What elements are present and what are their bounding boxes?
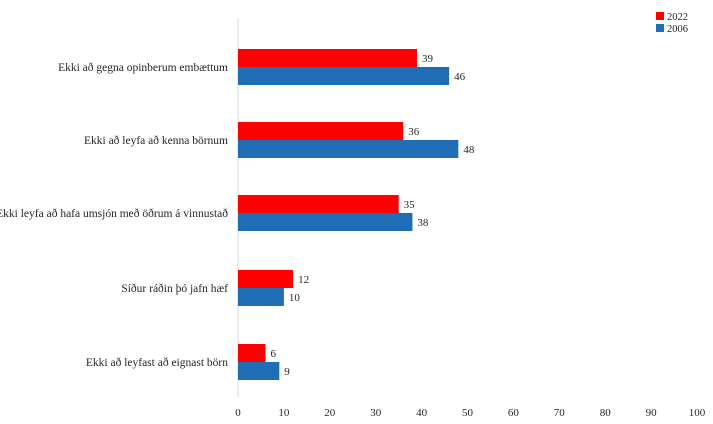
bar-2022-3 [238, 195, 399, 213]
category-label: Síður ráðin þó jafn hæf [121, 282, 228, 295]
bar-2006-4 [238, 288, 284, 306]
category-label: Ekki að leyfa að kenna börnum [84, 134, 228, 147]
x-tick-label: 0 [235, 407, 241, 419]
category-label: Ekki að leyfast að eignast börn [86, 356, 228, 369]
category-label: Ekki að gegna opinberum embættum [58, 61, 228, 74]
bar-2006-3 [238, 213, 413, 231]
x-tick-label: 40 [416, 407, 428, 419]
data-label: 36 [408, 126, 420, 138]
data-label: 35 [404, 199, 416, 211]
bar-2006-2 [238, 140, 459, 158]
x-tick-label: 60 [508, 407, 520, 419]
legend-label: 2006 [667, 24, 688, 35]
data-label: 38 [417, 217, 429, 229]
legend-swatch-2006 [656, 24, 664, 32]
category-labels: Ekki að gegna opinberum embættum Ekki að … [0, 61, 228, 369]
x-tick-label: 100 [689, 407, 706, 419]
bar-2022-2 [238, 122, 404, 140]
x-tick-label: 50 [462, 407, 474, 419]
bar-2022-5 [238, 344, 266, 362]
x-axis: 0 10 20 30 40 50 60 70 80 90 100 [235, 18, 706, 419]
x-tick-label: 90 [646, 407, 658, 419]
x-tick-label: 30 [370, 407, 382, 419]
data-label: 10 [289, 292, 301, 304]
category-label: Ekki leyfa að hafa umsjón með öðrum á vi… [0, 207, 228, 220]
x-tick-label: 80 [600, 407, 612, 419]
data-label: 12 [298, 274, 309, 286]
bar-2006-5 [238, 362, 280, 380]
legend-label: 2022 [667, 12, 688, 23]
bar-2006-1 [238, 67, 450, 85]
bar-2022-4 [238, 270, 294, 288]
x-tick-label: 10 [278, 407, 290, 419]
data-label: 9 [284, 366, 290, 378]
data-label: 39 [422, 53, 434, 65]
data-label: 48 [463, 144, 475, 156]
x-tick-label: 20 [324, 407, 336, 419]
data-label: 46 [454, 71, 466, 83]
data-label: 6 [271, 348, 277, 360]
legend-swatch-2022 [656, 12, 664, 20]
x-tick-label: 70 [554, 407, 566, 419]
bar-2022-1 [238, 49, 418, 67]
